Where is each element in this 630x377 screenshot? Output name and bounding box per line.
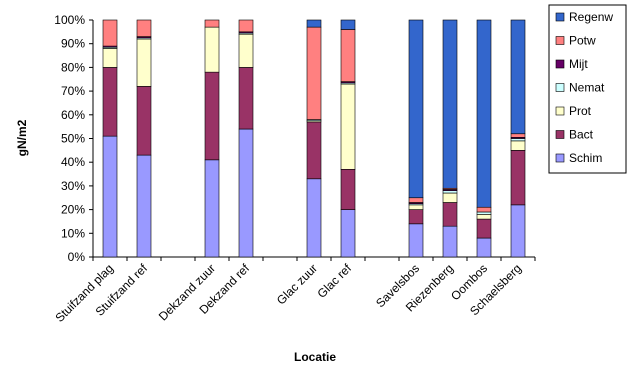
y-tick-label: 100% [54, 13, 85, 27]
bar-segment [340, 29, 356, 82]
bar-segment [204, 159, 220, 258]
bar-segment [102, 135, 118, 258]
bar-segment [204, 26, 220, 73]
bar-segment [136, 38, 152, 87]
bar-segment [306, 19, 322, 28]
bar-segment [340, 83, 356, 170]
legend-swatch [555, 153, 565, 163]
bar-segment [442, 19, 458, 189]
legend-label: Schim [569, 151, 602, 165]
bar-segment [340, 169, 356, 210]
bar-segment [238, 19, 254, 33]
bar-segment [204, 71, 220, 161]
bar-segment [136, 19, 152, 37]
bar-segment [510, 19, 526, 135]
bar-segment [510, 138, 526, 142]
bar-segment [204, 19, 220, 28]
y-tick-label: 60% [61, 108, 85, 122]
bar-segment [408, 209, 424, 225]
bar-segment [238, 33, 254, 68]
legend-swatch [555, 59, 565, 69]
bar-segment [510, 140, 526, 151]
bar-segment [476, 19, 492, 208]
legend-swatch [555, 130, 565, 139]
bar-segment [408, 19, 424, 199]
legend-swatch [555, 106, 565, 116]
bar-segment [408, 197, 424, 203]
y-tick-label: 80% [61, 60, 85, 74]
bar-segment [510, 204, 526, 258]
x-tick-label: Stuifzand plag [52, 261, 116, 325]
bar-segment [442, 192, 458, 203]
bar-segment [136, 86, 152, 156]
legend-swatch [555, 12, 565, 22]
y-tick-label: 90% [61, 37, 85, 51]
bar-segment [306, 178, 322, 258]
bar-segment [476, 218, 492, 239]
x-tick-label: Glac ref [315, 261, 355, 301]
legend-label: Potw [569, 34, 596, 48]
y-axis-title: gN/m2 [15, 119, 29, 156]
bar-segment [442, 190, 458, 194]
bar-segment [476, 206, 492, 213]
legend-swatch [555, 36, 565, 45]
bar-segment [476, 237, 492, 258]
bar-segment [408, 204, 424, 210]
bar-segment [306, 121, 322, 180]
bar-segment [442, 225, 458, 258]
bar-segment [306, 26, 322, 120]
y-tick-label: 70% [61, 84, 85, 98]
bar-segment [476, 211, 492, 215]
y-tick-label: 10% [61, 226, 85, 240]
legend-label: Bact [569, 128, 594, 142]
y-tick-label: 30% [61, 179, 85, 193]
legend-swatch [555, 83, 565, 92]
bar-segment [102, 19, 118, 47]
bar-segment [340, 209, 356, 258]
bar-segment [102, 67, 118, 137]
x-axis-title: Locatie [294, 350, 336, 364]
legend-label: Regenw [569, 10, 613, 24]
bar-segment [238, 67, 254, 130]
y-tick-label: 0% [68, 250, 86, 264]
legend-label: Prot [569, 104, 592, 118]
bar-segment [136, 154, 152, 258]
bar-segment [510, 133, 526, 138]
y-tick-label: 20% [61, 203, 85, 217]
bar-segment [102, 48, 118, 68]
legend-label: Nemat [569, 81, 605, 95]
bar-segment [408, 223, 424, 258]
bar-segment [442, 202, 458, 227]
bar-segment [510, 150, 526, 206]
bar-segment [238, 128, 254, 258]
legend-label: Mijt [569, 57, 588, 71]
bar-segment [340, 19, 356, 30]
bar-segment [476, 214, 492, 220]
x-tick-label: Glac zuur [274, 261, 320, 307]
y-tick-label: 40% [61, 155, 85, 169]
y-tick-label: 50% [61, 132, 85, 146]
